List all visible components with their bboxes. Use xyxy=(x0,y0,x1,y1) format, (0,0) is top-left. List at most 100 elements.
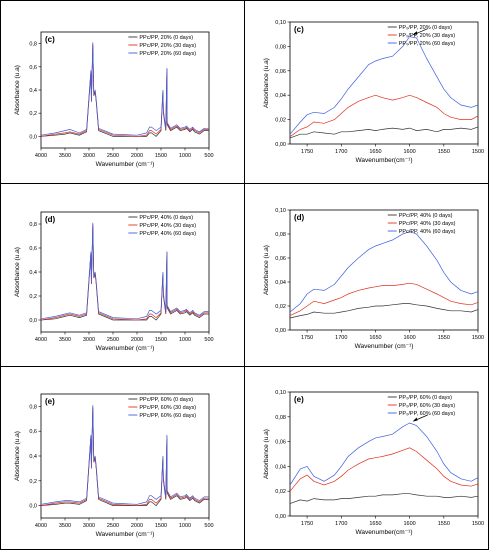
x-tick-label: 2500 xyxy=(107,337,119,343)
y-axis-label: Absorbance (u.a) xyxy=(14,65,21,115)
y-tick-label: 0,04 xyxy=(275,93,286,99)
x-tick-label: 3000 xyxy=(83,337,95,343)
plot-frame xyxy=(289,21,479,145)
series-line-0 xyxy=(289,493,479,504)
y-tick-label: 0,00 xyxy=(275,514,286,520)
chart-5: 1750 1700 1650 1600 1550 1500 0,00 0,02 0,04 0,06… xyxy=(263,390,484,536)
legend-label: PPc/PP, 20% (60 days) xyxy=(139,51,196,57)
legend-label: PPc/PP, 60% (60 days) xyxy=(139,413,196,419)
x-tick-label: 4000 xyxy=(35,153,47,159)
y-axis-label: Absorbance (u.a) xyxy=(14,431,21,481)
y-tick-label: 0,6 xyxy=(29,65,37,71)
chart-0: 4000 3500 3000 2500 2000 1500 1000 500 0,0 0,2 0,4… xyxy=(14,31,214,168)
series-line-0 xyxy=(289,126,479,139)
x-tick-label: 3000 xyxy=(83,153,95,159)
y-tick-label: 0,08 xyxy=(275,44,286,50)
x-tick-label: 1700 xyxy=(335,521,347,527)
legend-label: PP₀/PP, 60% (60 days) xyxy=(399,411,455,417)
x-tick-label: 1650 xyxy=(369,149,381,155)
series-line-1 xyxy=(40,43,209,137)
plot-frame xyxy=(289,209,479,331)
panel-label: (c) xyxy=(294,25,304,34)
x-tick-label: 1750 xyxy=(301,149,313,155)
legend-label: PPc/PP, 40% (30 days) xyxy=(399,221,456,227)
y-tick-label: 0,02 xyxy=(275,304,286,310)
x-tick-label: 3000 xyxy=(83,523,95,529)
x-tick-label: 1600 xyxy=(404,149,416,155)
y-tick-label: 0,10 xyxy=(275,390,286,396)
x-tick-label: 1550 xyxy=(438,149,450,155)
x-tick-label: 1600 xyxy=(404,335,416,341)
x-tick-label: 1550 xyxy=(438,521,450,527)
legend-label: PPc/PP, 20% (0 days) xyxy=(139,35,193,41)
arrow-head xyxy=(412,417,418,422)
legend-label: PPc/PP, 40% (60 days) xyxy=(399,229,456,235)
series-line-2 xyxy=(40,42,209,136)
x-tick-label: 1500 xyxy=(155,153,167,159)
legend-label: PPc/PP, 40% (60 days) xyxy=(139,231,196,237)
series-line-2 xyxy=(289,231,479,313)
x-tick-label: 500 xyxy=(204,337,213,343)
chart-2: 4000 3500 3000 2500 2000 1500 1000 500 0,0 0,2 0,4… xyxy=(14,211,214,352)
legend-label: PP₀/PP, 20% (60 days) xyxy=(399,41,455,47)
y-tick-label: 0,0 xyxy=(29,504,37,510)
y-tick-label: 0,06 xyxy=(275,69,286,75)
y-tick-label: 0,04 xyxy=(275,464,286,470)
series-line-0 xyxy=(40,407,209,507)
panel-label: (e) xyxy=(45,397,55,406)
y-tick-label: 0,8 xyxy=(29,42,37,48)
y-tick-label: 0,04 xyxy=(275,280,286,286)
x-tick-label: 2500 xyxy=(107,153,119,159)
y-tick-label: 0,02 xyxy=(275,118,286,124)
y-tick-label: 0,2 xyxy=(29,294,37,300)
x-tick-label: 3500 xyxy=(59,337,71,343)
legend-label: PPc/PP, 60% (0 days) xyxy=(139,397,193,403)
legend-label: PP₀/PP, 60% (0 days) xyxy=(399,395,452,401)
panel-label: (e) xyxy=(294,395,304,404)
x-tick-label: 1650 xyxy=(369,335,381,341)
panel-label: (c) xyxy=(45,35,55,44)
grid-divider-row-1 xyxy=(0,183,489,184)
x-tick-label: 1750 xyxy=(301,335,313,341)
x-axis-label: Wavenumber (cm⁻¹) xyxy=(96,345,155,352)
x-tick-label: 2500 xyxy=(107,523,119,529)
x-tick-label: 1500 xyxy=(472,149,484,155)
panel-label: (d) xyxy=(294,213,305,222)
chart-3: 1750 1700 1650 1600 1550 1500 0,00 0,02 0,04 0,06… xyxy=(263,208,484,350)
legend-label: PPc/PP, 20% (30 days) xyxy=(139,43,196,49)
x-axis-label: Wavenumber(cm⁻¹) xyxy=(355,529,412,536)
series-line-0 xyxy=(40,44,209,137)
x-tick-label: 1000 xyxy=(179,153,191,159)
series-line-1 xyxy=(289,447,479,492)
y-tick-label: 0,4 xyxy=(29,88,37,94)
y-axis-label: Absorbance (u.a) xyxy=(263,58,270,108)
x-tick-label: 500 xyxy=(204,153,213,159)
y-tick-label: 0,4 xyxy=(29,270,37,276)
x-tick-label: 2000 xyxy=(131,153,143,159)
x-axis-label: Wavenumber (cm⁻¹) xyxy=(96,531,155,538)
y-tick-label: 0,06 xyxy=(275,440,286,446)
y-tick-label: 0,10 xyxy=(275,208,286,214)
legend-label: PP₀/PP, 60% (30 days) xyxy=(399,403,455,409)
x-tick-label: 2000 xyxy=(131,337,143,343)
y-tick-label: 0,02 xyxy=(275,489,286,495)
x-axis-label: Wavenumber (cm⁻¹) xyxy=(355,343,414,350)
y-tick-label: 0,2 xyxy=(29,111,37,117)
y-axis-label: Absorbance (u.a) xyxy=(14,247,21,297)
series-line-2 xyxy=(40,405,209,505)
grid-border-left xyxy=(0,0,1,550)
y-tick-label: 0,8 xyxy=(29,222,37,228)
x-tick-label: 1500 xyxy=(472,521,484,527)
x-axis-label: Wavenumber(cm⁻¹) xyxy=(355,157,412,164)
series-line-0 xyxy=(289,303,479,319)
chart-4: 4000 3500 3000 2500 2000 1500 1000 500 0,0 0,2 0,4… xyxy=(14,393,214,538)
series-line-2 xyxy=(40,222,209,320)
legend-label: PPc/PP, 60% (30 days) xyxy=(139,405,196,411)
y-tick-label: 0,0 xyxy=(29,318,37,324)
x-tick-label: 1000 xyxy=(179,523,191,529)
x-tick-label: 1500 xyxy=(155,523,167,529)
arrow-head xyxy=(412,31,418,36)
y-tick-label: 0,10 xyxy=(275,20,286,26)
x-tick-label: 1500 xyxy=(472,335,484,341)
legend-label: PP₀/PP, 20% (0 days) xyxy=(399,25,452,31)
